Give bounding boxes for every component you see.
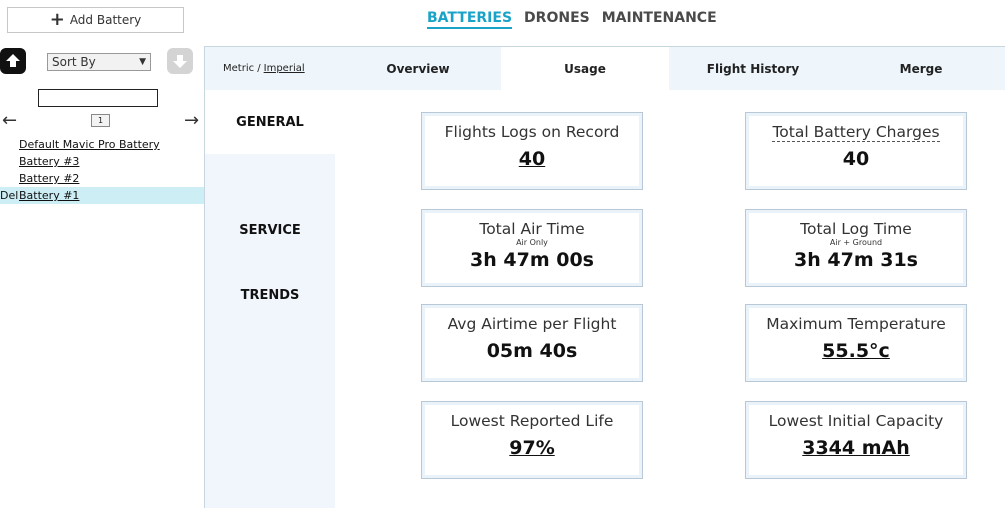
stat-value[interactable]: 55.5°c (822, 340, 890, 362)
battery-list: Default Mavic Pro Battery Battery #3 Bat… (0, 136, 204, 204)
stat-card-log-time: Total Log Time Air + Ground 3h 47m 31s (745, 209, 967, 287)
stat-value[interactable]: 3344 mAh (802, 437, 910, 459)
stat-value: 05m 40s (486, 340, 578, 362)
battery-link[interactable]: Battery #2 (19, 172, 80, 185)
battery-link[interactable]: Default Mavic Pro Battery (19, 138, 160, 151)
move-up-button[interactable] (0, 48, 26, 74)
stat-card-avg-airtime: Avg Airtime per Flight 05m 40s (421, 304, 643, 382)
top-nav: BATTERIES DRONES MAINTENANCE (427, 10, 717, 29)
stat-label: Total Air Time (479, 220, 585, 238)
stat-label: Lowest Initial Capacity (768, 412, 944, 430)
add-battery-label: Add Battery (69, 13, 142, 27)
stat-label: Flights Logs on Record (444, 123, 620, 141)
nav-maintenance[interactable]: MAINTENANCE (601, 10, 717, 26)
side-menu-service[interactable]: SERVICE (239, 222, 301, 238)
stat-label: Avg Airtime per Flight (447, 315, 617, 333)
tab-flight-history[interactable]: Flight History (706, 61, 800, 76)
stat-card-max-temperature: Maximum Temperature 55.5°c (745, 304, 967, 382)
stat-sublabel: Air Only (516, 238, 548, 247)
nav-drones[interactable]: DRONES (524, 10, 590, 26)
stat-value[interactable]: 40 (518, 148, 546, 170)
stat-sublabel: Air + Ground (829, 238, 883, 247)
units-imperial[interactable]: Imperial (263, 63, 305, 74)
stat-card-flight-logs: Flights Logs on Record 40 (421, 112, 643, 190)
battery-link[interactable]: Battery #1 (19, 189, 80, 202)
stat-label: Total Battery Charges (746, 123, 966, 142)
list-item[interactable]: Default Mavic Pro Battery (0, 136, 204, 153)
delete-button[interactable]: Del (0, 189, 19, 202)
list-item-selected[interactable]: Del Battery #1 (0, 187, 204, 204)
stat-card-battery-charges: Total Battery Charges 40 (745, 112, 967, 190)
arrow-down-icon (173, 55, 187, 68)
next-page-icon[interactable]: → (184, 110, 200, 131)
add-battery-button[interactable]: + Add Battery (7, 7, 184, 33)
move-down-button[interactable] (167, 48, 193, 74)
chevron-down-icon: ▼ (139, 57, 146, 67)
prev-page-icon[interactable]: ← (2, 110, 18, 131)
tab-bar: Metric / Imperial Overview Usage Flight … (205, 47, 1005, 90)
stat-value: 40 (842, 148, 870, 170)
main-panel: Metric / Imperial Overview Usage Flight … (204, 46, 1005, 508)
units-toggle: Metric / Imperial (205, 47, 335, 90)
side-menu: GENERAL SERVICE TRENDS (205, 90, 335, 508)
stat-card-lowest-life: Lowest Reported Life 97% (421, 401, 643, 479)
stat-card-air-time: Total Air Time Air Only 3h 47m 00s (421, 209, 643, 287)
tab-overview[interactable]: Overview (386, 61, 450, 76)
stat-label-text: Total Battery Charges (772, 123, 940, 142)
sort-label: Sort By (52, 55, 96, 69)
tab-merge[interactable]: Merge (899, 61, 943, 76)
stat-value[interactable]: 97% (509, 437, 555, 459)
list-item[interactable]: Battery #3 (0, 153, 204, 170)
stat-label: Lowest Reported Life (450, 412, 614, 430)
arrow-up-icon (6, 54, 20, 67)
nav-batteries[interactable]: BATTERIES (427, 10, 513, 29)
units-metric[interactable]: Metric / (223, 63, 261, 74)
stat-label: Total Log Time (800, 220, 912, 238)
stat-value: 3h 47m 00s (470, 249, 594, 271)
side-menu-general[interactable]: GENERAL (205, 90, 335, 154)
stat-card-lowest-capacity: Lowest Initial Capacity 3344 mAh (745, 401, 967, 479)
side-menu-trends[interactable]: TRENDS (240, 287, 300, 303)
page-number[interactable]: 1 (91, 114, 110, 127)
stat-label: Maximum Temperature (766, 315, 946, 333)
list-item[interactable]: Battery #2 (0, 170, 204, 187)
stat-value: 3h 47m 31s (794, 249, 918, 271)
plus-icon: + (49, 9, 65, 30)
battery-filter-input[interactable] (38, 89, 158, 107)
battery-link[interactable]: Battery #3 (19, 155, 80, 168)
tab-usage[interactable]: Usage (501, 47, 669, 90)
sort-select[interactable]: Sort By ▼ (47, 53, 151, 71)
